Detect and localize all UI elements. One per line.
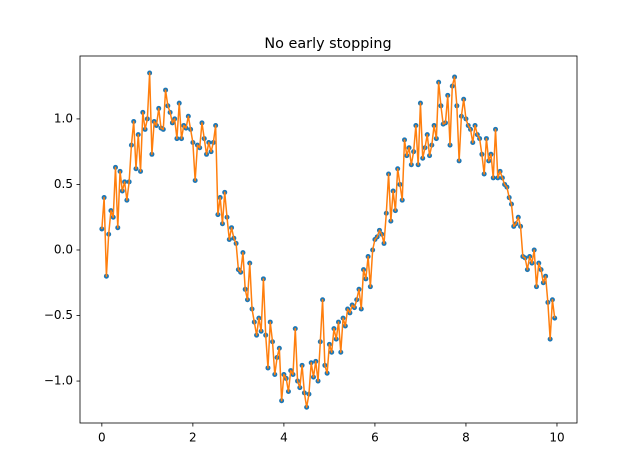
data-point	[552, 315, 558, 321]
y-tick-label: −0.5	[44, 308, 73, 322]
data-line	[101, 72, 556, 409]
chart-title: No early stopping	[264, 36, 391, 52]
x-tick-label: 10	[549, 431, 564, 445]
x-tick-label: 2	[189, 431, 197, 445]
x-tick-label: 6	[371, 431, 379, 445]
y-tick-label: −1.0	[44, 374, 73, 388]
x-tick-label: 8	[462, 431, 470, 445]
y-tick-label: 0.0	[54, 242, 73, 256]
y-tick-label: 1.0	[54, 111, 73, 125]
plot-frame	[79, 55, 578, 424]
y-tick-label: 0.5	[54, 177, 73, 191]
x-tick-label: 4	[280, 431, 288, 445]
x-tick-label: 0	[98, 431, 106, 445]
data-point	[99, 226, 105, 232]
